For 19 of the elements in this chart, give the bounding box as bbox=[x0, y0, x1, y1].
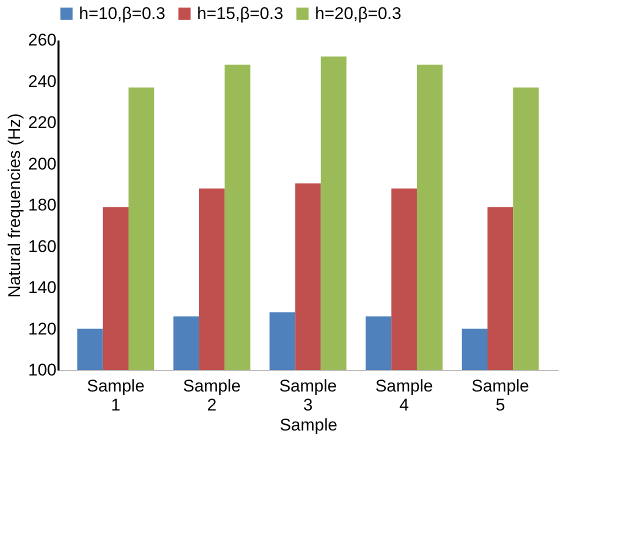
x-tick-label: Sample 3 bbox=[279, 376, 337, 414]
x-tick-label: Sample 5 bbox=[471, 376, 530, 414]
y-tick-label: 220 bbox=[28, 113, 56, 132]
y-tick-label: 240 bbox=[28, 72, 56, 91]
x-axis-title: Sample bbox=[280, 416, 338, 434]
legend-label: h=20,β=0.3 bbox=[315, 4, 402, 23]
y-tick-label: 160 bbox=[28, 236, 56, 256]
y-tick-label: 180 bbox=[28, 196, 56, 214]
y-axis-title: Natural frequencies (Hz) bbox=[5, 113, 24, 298]
y-tick-label: 200 bbox=[28, 154, 56, 174]
x-tick-label: Sample 2 bbox=[183, 376, 241, 414]
y-tick-label: 260 bbox=[28, 30, 56, 50]
y-tick-label: 100 bbox=[28, 360, 56, 380]
y-tick-label: 140 bbox=[28, 278, 56, 297]
legend-label: h=15,β=0.3 bbox=[197, 4, 284, 23]
legend-label: h=10,β=0.3 bbox=[79, 4, 166, 23]
y-tick-label: 120 bbox=[28, 319, 56, 338]
x-tick-label: Sample 1 bbox=[86, 376, 145, 414]
x-tick-label: Sample 4 bbox=[375, 376, 433, 414]
